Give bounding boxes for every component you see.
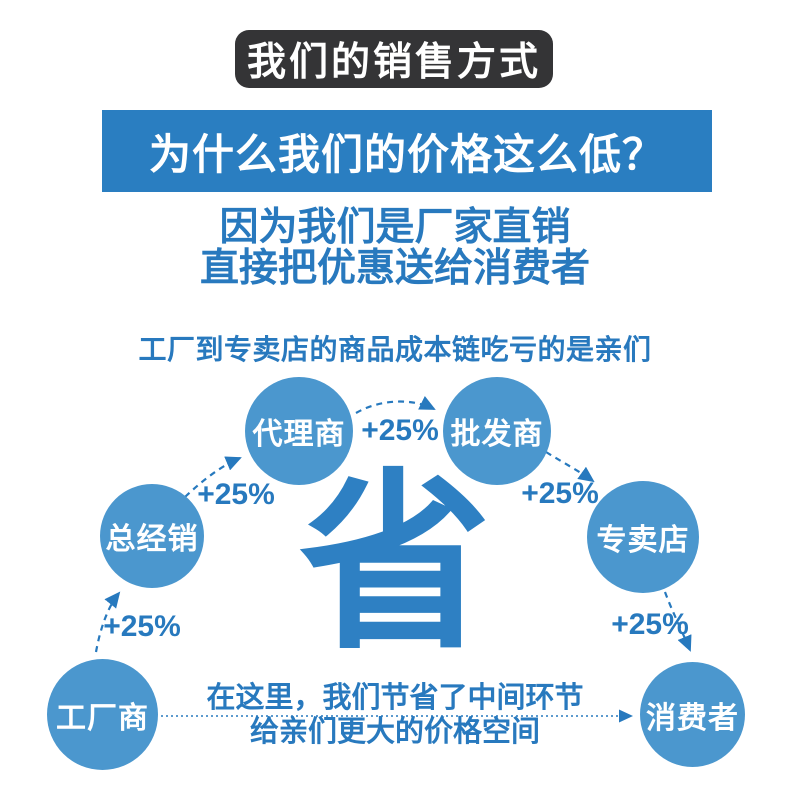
markup-label-agent-wholesaler: +25% bbox=[361, 414, 439, 447]
reason-line2: 直接把优惠送给消费者 bbox=[199, 247, 590, 290]
node-wholesaler: 批发商 bbox=[443, 377, 551, 485]
node-exclusive-store-label: 专卖店 bbox=[596, 524, 690, 557]
reason-text: 因为我们是厂家直销 直接把优惠送给消费者 bbox=[0, 207, 790, 289]
sales-method-badge: 我们的销售方式 bbox=[235, 30, 553, 88]
markup-label-wholesaler-store: +25% bbox=[521, 477, 599, 510]
node-agent: 代理商 bbox=[245, 377, 353, 485]
node-general-distributor: 总经销 bbox=[100, 484, 204, 588]
node-consumer-label: 消费者 bbox=[646, 701, 739, 735]
savings-note-line1: 在这里，我们节省了中间环节 bbox=[206, 682, 584, 714]
markup-label-general-agent: +25% bbox=[197, 478, 275, 511]
save-character: 省 bbox=[299, 456, 491, 671]
reason-line1: 因为我们是厂家直销 bbox=[219, 206, 571, 249]
node-consumer: 消费者 bbox=[640, 662, 745, 767]
cost-chain-subtitle: 工厂到专卖店的商品成本链吃亏的是亲们 bbox=[138, 334, 652, 365]
markup-label-factory-general: +25% bbox=[103, 610, 181, 643]
node-exclusive-store: 专卖店 bbox=[587, 481, 699, 593]
price-question-banner-label: 为什么我们的价格这么低？ bbox=[148, 130, 665, 178]
node-factory: 工厂商 bbox=[47, 659, 158, 770]
markup-label-store-consumer: +25% bbox=[611, 608, 689, 641]
node-general-distributor-label: 总经销 bbox=[105, 523, 199, 556]
savings-note: 在这里，我们节省了中间环节 给亲们更大的价格空间 bbox=[0, 681, 790, 749]
node-factory-label: 工厂商 bbox=[56, 701, 149, 735]
price-question-banner: 为什么我们的价格这么低？ bbox=[102, 110, 712, 192]
savings-note-line2: 给亲们更大的价格空间 bbox=[249, 716, 540, 748]
node-wholesaler-label: 批发商 bbox=[450, 418, 544, 451]
arrow-agent-to-wholesaler bbox=[355, 396, 436, 414]
sales-method-badge-label: 我们的销售方式 bbox=[246, 41, 541, 84]
node-agent-label: 代理商 bbox=[252, 418, 346, 451]
